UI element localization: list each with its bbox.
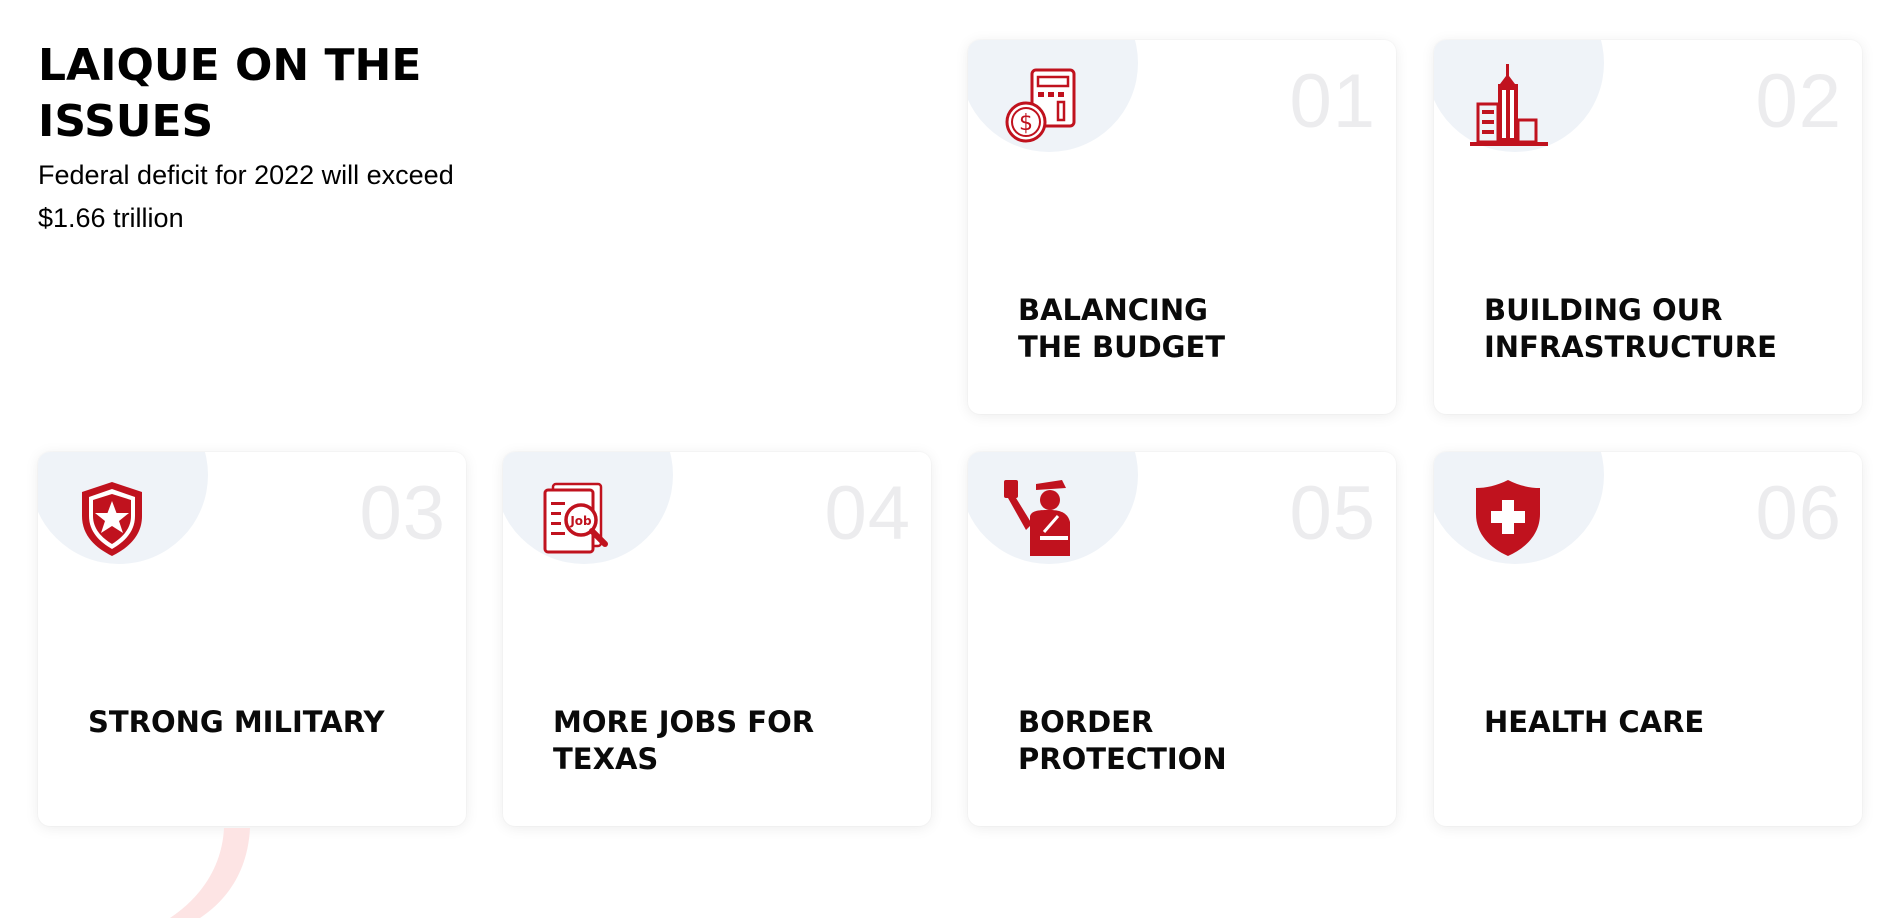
card-title: HEALTH CARE <box>1484 705 1705 739</box>
issue-card-balancing-budget[interactable]: $ 01 BALANCING THE BUDGET <box>968 40 1396 414</box>
budget-calculator-icon: $ <box>1000 64 1084 148</box>
card-number: 05 <box>1289 471 1376 556</box>
card-title: BORDER PROTECTION <box>1018 705 1227 776</box>
job-search-icon: Job <box>535 476 619 560</box>
svg-text:Job: Job <box>569 514 592 528</box>
page-title: LAIQUE ON THE ISSUES <box>38 40 422 147</box>
intro-section: LAIQUE ON THE ISSUES Federal deficit for… <box>38 38 598 240</box>
border-officer-icon <box>1000 476 1084 560</box>
card-title: MORE JOBS FOR TEXAS <box>553 705 815 776</box>
issue-card-border-protection[interactable]: 05 BORDER PROTECTION <box>968 452 1396 826</box>
issue-card-more-jobs[interactable]: Job 04 MORE JOBS FOR TEXAS <box>503 452 931 826</box>
card-number: 03 <box>359 471 446 556</box>
issue-card-infrastructure[interactable]: 02 BUILDING OUR INFRASTRUCTURE <box>1434 40 1862 414</box>
card-number: 06 <box>1755 471 1842 556</box>
star-shield-icon <box>70 476 154 560</box>
skyscraper-icon <box>1466 64 1550 148</box>
decorative-arc <box>170 828 250 918</box>
intro-subtext: Federal deficit for 2022 will exceed $1.… <box>38 160 454 233</box>
issue-card-health-care[interactable]: 06 HEALTH CARE <box>1434 452 1862 826</box>
issue-card-strong-military[interactable]: 03 STRONG MILITARY <box>38 452 466 826</box>
card-title: BUILDING OUR INFRASTRUCTURE <box>1484 293 1777 364</box>
card-number: 04 <box>824 471 911 556</box>
card-title: BALANCING THE BUDGET <box>1018 293 1226 364</box>
card-title: STRONG MILITARY <box>88 705 385 739</box>
card-number: 01 <box>1289 59 1376 144</box>
card-number: 02 <box>1755 59 1842 144</box>
medical-shield-icon <box>1466 476 1550 560</box>
svg-text:$: $ <box>1019 111 1033 136</box>
